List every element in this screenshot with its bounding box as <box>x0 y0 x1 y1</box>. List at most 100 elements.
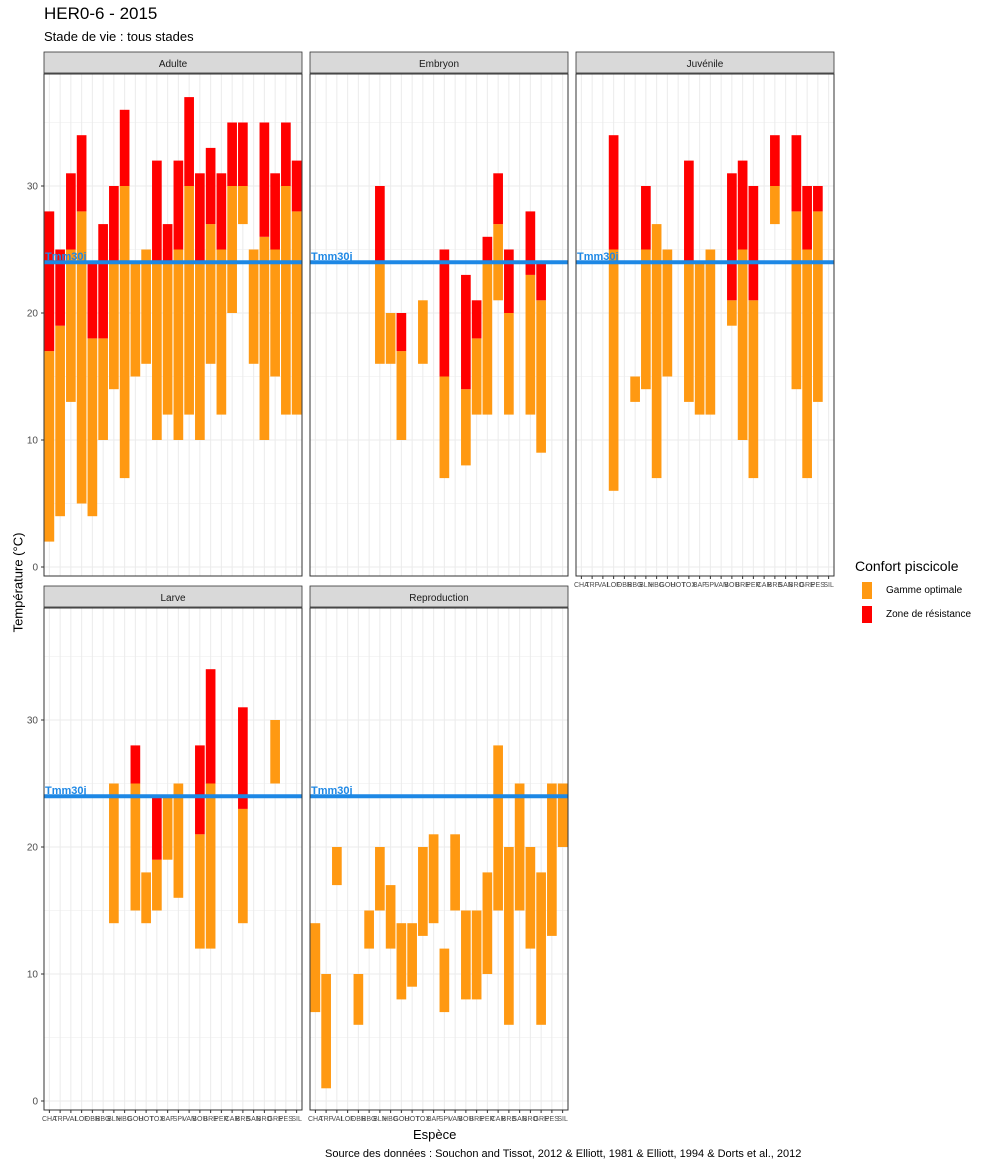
bar-optimal <box>162 796 173 860</box>
bar-optimal <box>173 783 184 898</box>
reference-line-label: Tmm30j <box>45 251 87 263</box>
bar-optimal <box>291 211 302 415</box>
chart-subtitle: Stade de vie : tous stades <box>44 29 194 44</box>
bar-optimal <box>662 249 673 377</box>
x-tick-label: LOF <box>607 582 621 589</box>
y-tick-label: 30 <box>27 182 39 193</box>
bar-optimal <box>109 783 119 924</box>
reference-line-label: Tmm30j <box>577 251 619 263</box>
legend-label-optimal: Gamme optimale <box>886 585 963 596</box>
bar-resistance <box>493 173 503 225</box>
bar-optimal <box>504 313 514 415</box>
bar-optimal <box>55 325 65 517</box>
bar-optimal <box>684 262 694 402</box>
bar-resistance <box>109 186 119 263</box>
bar-resistance <box>216 173 227 250</box>
x-tick-label: BRB <box>502 1116 517 1123</box>
bar-resistance <box>87 262 98 339</box>
x-tick-label: CHA <box>42 1116 57 1123</box>
bar-optimal <box>270 249 280 377</box>
reference-line-label: Tmm30j <box>311 251 353 263</box>
bar-optimal <box>418 300 428 364</box>
x-tick-label: PER <box>746 582 760 589</box>
bar-optimal <box>536 872 546 1025</box>
bar-resistance <box>461 274 471 390</box>
bar-optimal <box>184 186 194 415</box>
x-tick-label: BAF <box>693 582 707 589</box>
bar-resistance <box>291 160 302 212</box>
y-tick-label: 30 <box>27 716 39 727</box>
x-tick-label: CAR <box>225 1116 240 1123</box>
bar-optimal <box>152 859 162 911</box>
x-tick-label: CHA <box>308 1116 323 1123</box>
bar-optimal <box>195 262 205 440</box>
bar-resistance <box>259 122 270 237</box>
bar-optimal <box>482 872 493 974</box>
bar-optimal <box>770 186 780 225</box>
bar-optimal <box>216 249 227 415</box>
bar-optimal <box>87 338 98 517</box>
x-tick-label: HOT <box>671 582 687 589</box>
x-tick-label: OBR <box>351 1116 366 1123</box>
x-tick-label: LOF <box>341 1116 355 1123</box>
bar-optimal <box>364 910 374 949</box>
bar-optimal <box>471 338 482 415</box>
bar-optimal <box>471 910 482 1000</box>
bar-optimal <box>651 224 662 479</box>
bar-resistance <box>727 173 737 301</box>
x-tick-label: OBR <box>85 1116 100 1123</box>
x-tick-label: SIL <box>823 582 834 589</box>
bar-optimal <box>407 923 417 987</box>
bar-resistance <box>119 109 130 186</box>
x-tick-label: VAI <box>597 582 608 589</box>
x-tick-label: TRF <box>585 582 599 589</box>
bar-optimal <box>238 808 248 924</box>
bar-resistance <box>504 249 514 313</box>
x-tick-label: TOX <box>682 582 697 589</box>
facet-strip <box>43 585 303 608</box>
bar-optimal <box>98 338 108 440</box>
x-tick-label: GOU <box>659 582 675 589</box>
bar-optimal <box>227 186 237 313</box>
legend-item-optimal: Gamme optimale <box>862 582 962 599</box>
bar-resistance <box>536 262 546 301</box>
x-tick-label: PER <box>480 1116 494 1123</box>
bar-optimal <box>281 186 291 415</box>
x-tick-label: BRO <box>789 582 805 589</box>
facet-strip-label: Reproduction <box>409 593 468 604</box>
y-tick-label: 0 <box>32 563 38 574</box>
bar-optimal <box>547 783 557 936</box>
bar-resistance <box>44 211 55 352</box>
chart-title: HER0-6 - 2015 <box>44 4 158 23</box>
bar-resistance <box>152 796 162 860</box>
x-tick-label: TOX <box>150 1116 165 1123</box>
reference-line-label: Tmm30j <box>311 785 353 797</box>
bar-optimal <box>396 351 407 440</box>
x-tick-label: BLN <box>373 1116 387 1123</box>
bar-resistance <box>195 173 205 263</box>
facet-panel-reproduction: ReproductionTmm30jCHATRFVAILOFOBRBBGBLNH… <box>308 585 569 1123</box>
bar-resistance <box>195 745 205 835</box>
x-tick-label: VAI <box>65 1116 76 1123</box>
x-tick-label: SIL <box>557 1116 568 1123</box>
x-tick-label: HBG <box>649 582 664 589</box>
bar-resistance <box>270 173 280 250</box>
bar-optimal <box>66 249 76 402</box>
bar-resistance <box>748 186 759 301</box>
x-tick-label: VAN <box>714 582 728 589</box>
bar-optimal <box>76 211 87 504</box>
y-tick-label: 20 <box>27 309 39 320</box>
bar-optimal <box>44 351 55 542</box>
bar-resistance <box>791 135 802 212</box>
bar-optimal <box>130 262 141 377</box>
bar-resistance <box>205 669 216 784</box>
facet-strip <box>309 585 569 608</box>
bar-optimal <box>748 300 759 479</box>
x-tick-label: BRO <box>257 1116 273 1123</box>
x-tick-label: VAI <box>331 1116 342 1123</box>
x-tick-label: BOU <box>724 582 739 589</box>
bar-resistance <box>439 249 450 377</box>
bar-optimal <box>173 249 184 440</box>
bar-optimal <box>514 783 525 911</box>
